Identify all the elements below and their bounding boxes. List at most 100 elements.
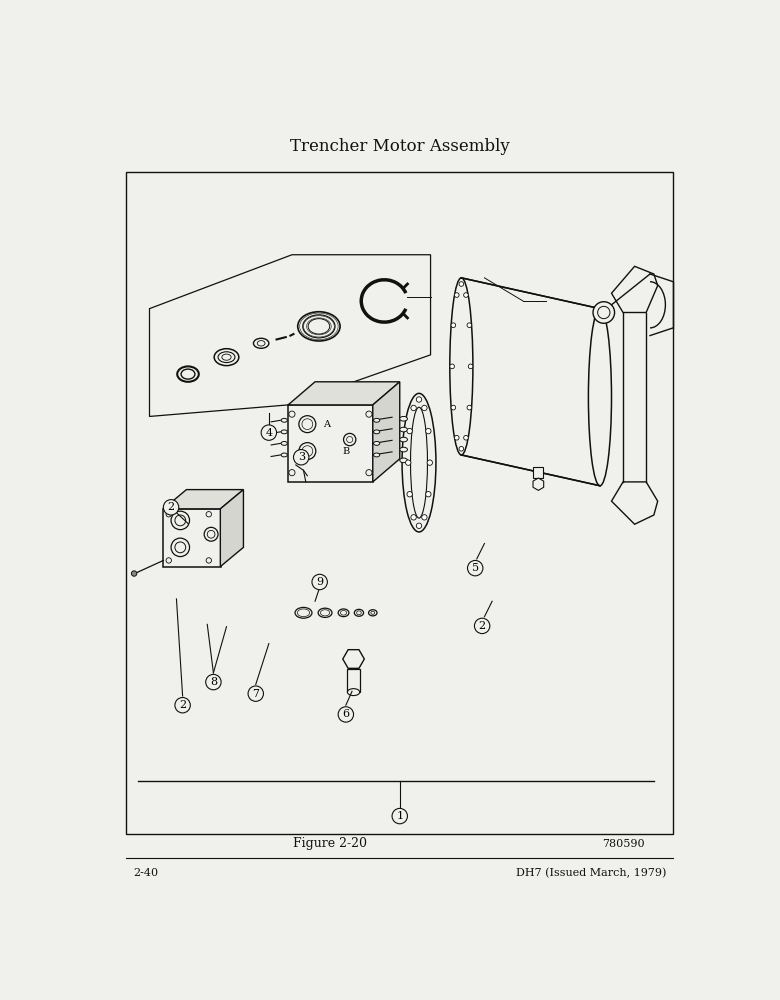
Ellipse shape [298, 312, 340, 341]
Polygon shape [150, 255, 431, 416]
Ellipse shape [410, 407, 427, 518]
Ellipse shape [321, 610, 330, 616]
Ellipse shape [218, 352, 235, 363]
Ellipse shape [374, 441, 380, 445]
Circle shape [467, 323, 472, 328]
Ellipse shape [281, 418, 287, 422]
Circle shape [339, 707, 353, 722]
Text: 4: 4 [265, 428, 272, 438]
Circle shape [459, 446, 463, 451]
Circle shape [593, 302, 615, 323]
Ellipse shape [297, 609, 310, 617]
Circle shape [427, 460, 432, 465]
FancyBboxPatch shape [534, 467, 543, 478]
Circle shape [163, 500, 179, 515]
Text: 2: 2 [168, 502, 175, 512]
Ellipse shape [402, 393, 436, 532]
Ellipse shape [281, 453, 287, 457]
Polygon shape [533, 478, 544, 490]
Text: 8: 8 [210, 677, 217, 687]
Ellipse shape [369, 610, 377, 616]
Text: 7: 7 [252, 689, 259, 699]
Bar [163, 509, 221, 567]
Circle shape [206, 674, 221, 690]
Circle shape [407, 428, 413, 434]
Ellipse shape [356, 611, 361, 615]
Ellipse shape [399, 427, 407, 432]
Ellipse shape [308, 319, 330, 334]
Ellipse shape [222, 354, 231, 360]
Circle shape [426, 492, 431, 497]
Text: A: A [323, 420, 330, 429]
Polygon shape [220, 490, 243, 567]
Polygon shape [461, 278, 600, 486]
Circle shape [407, 492, 413, 497]
Circle shape [131, 571, 136, 576]
Ellipse shape [374, 453, 380, 457]
Ellipse shape [354, 609, 363, 616]
Text: Figure 2-20: Figure 2-20 [293, 837, 367, 850]
Ellipse shape [257, 341, 265, 346]
Ellipse shape [399, 447, 407, 452]
Ellipse shape [347, 689, 360, 696]
Circle shape [417, 523, 422, 528]
Ellipse shape [254, 338, 269, 348]
Ellipse shape [588, 309, 612, 486]
Text: 3: 3 [298, 452, 305, 462]
Circle shape [474, 618, 490, 634]
Circle shape [426, 428, 431, 434]
Circle shape [406, 460, 411, 465]
Ellipse shape [370, 611, 374, 614]
Ellipse shape [399, 437, 407, 442]
Circle shape [451, 405, 456, 410]
Circle shape [422, 405, 427, 411]
Circle shape [468, 364, 473, 369]
Ellipse shape [339, 609, 349, 617]
Ellipse shape [181, 369, 195, 379]
Ellipse shape [318, 608, 332, 617]
Polygon shape [163, 490, 243, 509]
Circle shape [463, 435, 468, 440]
Ellipse shape [374, 430, 380, 434]
Bar [347, 669, 360, 692]
Text: 5: 5 [472, 563, 479, 573]
Circle shape [248, 686, 264, 701]
Bar [126, 172, 673, 834]
Text: 1: 1 [396, 811, 403, 821]
Text: DH7 (Issued March, 1979): DH7 (Issued March, 1979) [516, 868, 666, 878]
Circle shape [422, 515, 427, 520]
Circle shape [293, 450, 309, 465]
Text: 2-40: 2-40 [133, 868, 158, 878]
Ellipse shape [340, 610, 346, 615]
Ellipse shape [399, 416, 407, 421]
Circle shape [417, 397, 422, 402]
Circle shape [597, 306, 610, 319]
Text: 9: 9 [316, 577, 323, 587]
Circle shape [451, 323, 456, 328]
Ellipse shape [450, 278, 473, 455]
Polygon shape [288, 382, 399, 405]
Text: 780590: 780590 [601, 839, 644, 849]
Text: 2: 2 [479, 621, 486, 631]
Circle shape [411, 515, 417, 520]
Ellipse shape [215, 349, 239, 366]
Polygon shape [342, 650, 364, 668]
Text: Trencher Motor Assembly: Trencher Motor Assembly [290, 138, 509, 155]
Circle shape [455, 293, 459, 297]
Circle shape [392, 808, 407, 824]
Ellipse shape [399, 458, 407, 463]
Bar [288, 405, 373, 482]
Circle shape [467, 405, 472, 410]
Circle shape [411, 405, 417, 411]
Circle shape [463, 293, 468, 297]
Circle shape [175, 698, 190, 713]
Circle shape [467, 560, 483, 576]
Text: B: B [342, 447, 349, 456]
Ellipse shape [281, 441, 287, 445]
Circle shape [312, 574, 328, 590]
Circle shape [450, 364, 455, 369]
Polygon shape [373, 382, 399, 482]
Ellipse shape [303, 315, 335, 338]
Circle shape [455, 435, 459, 440]
Ellipse shape [374, 418, 380, 422]
